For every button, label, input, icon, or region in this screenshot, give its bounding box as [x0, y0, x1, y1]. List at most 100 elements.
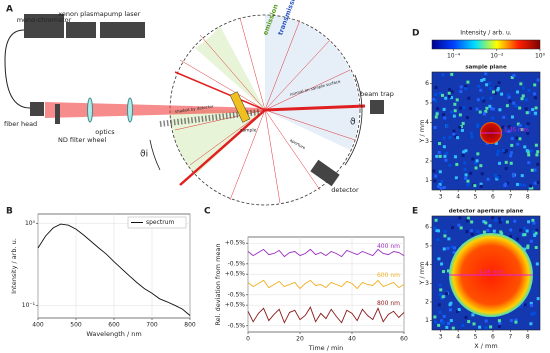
noise [526, 244, 530, 248]
fiber-head [30, 102, 44, 116]
x-tick-label: 7 [508, 194, 512, 201]
transmitted-beam [264, 104, 366, 112]
noise [438, 283, 442, 287]
noise [472, 322, 476, 326]
noise [518, 304, 522, 308]
noise [529, 239, 533, 243]
noise [442, 107, 446, 111]
noise [527, 220, 531, 224]
noise [530, 168, 534, 172]
noise [458, 113, 462, 117]
noise [491, 90, 495, 94]
noise [440, 319, 444, 323]
noise [451, 326, 455, 330]
noise [480, 172, 484, 176]
y-tick-label: 1 [425, 177, 429, 184]
noise [463, 167, 467, 171]
noise [506, 93, 510, 97]
x-tick-label: 600 [108, 322, 120, 329]
noise [509, 228, 513, 232]
noise [511, 174, 515, 178]
y-tick-label: 6 [425, 224, 429, 231]
noise [434, 320, 438, 324]
label: ND filter wheel [58, 136, 107, 144]
label: sample [240, 128, 257, 134]
noise [501, 149, 505, 153]
noise [532, 221, 536, 225]
panel-title: sample plane [465, 65, 507, 71]
noise [439, 186, 443, 190]
noise [437, 323, 441, 327]
colorbar [431, 39, 541, 50]
noise [518, 137, 522, 141]
noise [441, 320, 445, 324]
annotation: 4.46 mm [479, 270, 504, 276]
noise [437, 229, 441, 233]
noise [526, 131, 530, 135]
noise [503, 184, 507, 188]
noise [532, 92, 536, 96]
noise [525, 149, 529, 153]
monochromator-box [24, 14, 64, 38]
noise [535, 262, 539, 266]
series-label: 600 nm [377, 272, 400, 279]
noise [439, 288, 443, 292]
noise [452, 129, 456, 133]
noise [455, 309, 459, 313]
noise [447, 91, 451, 95]
series-line [247, 279, 405, 290]
noise [502, 115, 506, 119]
noise [532, 311, 536, 315]
x-tick-label: 6 [491, 334, 495, 341]
noise [479, 184, 483, 188]
noise [443, 154, 447, 158]
noise [447, 237, 451, 241]
noise [446, 269, 450, 273]
noise [448, 303, 452, 307]
noise [515, 136, 519, 140]
noise [470, 220, 474, 224]
noise [516, 122, 520, 126]
noise [440, 93, 444, 97]
noise [530, 186, 534, 190]
noise [488, 81, 492, 85]
detector-box [310, 159, 340, 187]
noise [434, 174, 438, 178]
noise [451, 226, 455, 230]
y-tick-label: -0.5% [228, 322, 246, 329]
x-tick-label: 7 [508, 334, 512, 341]
noise [529, 301, 533, 305]
noise [444, 158, 448, 162]
noise [442, 185, 446, 189]
panel-letter: E [412, 207, 418, 217]
noise [512, 101, 516, 105]
noise [478, 110, 482, 114]
noise [498, 220, 502, 224]
noise [509, 234, 513, 238]
noise [500, 218, 504, 222]
noise [516, 142, 520, 146]
noise [494, 85, 498, 89]
noise [476, 123, 480, 127]
noise [440, 180, 444, 184]
noise [520, 97, 524, 101]
noise [464, 173, 468, 177]
noise [457, 308, 461, 312]
transmission-sector [265, 15, 359, 150]
noise [469, 131, 473, 135]
noise [490, 107, 494, 111]
x-tick-label: 4 [456, 194, 460, 201]
panel-letter: D [412, 29, 419, 39]
noise [465, 219, 469, 223]
noise [496, 149, 500, 153]
y-axis-label: Intensity / arb. u. [10, 238, 18, 294]
xenon-box [66, 22, 96, 38]
series-label: 800 nm [377, 300, 400, 307]
label: xenon plasma [58, 10, 104, 18]
noise [438, 170, 442, 174]
label: mono-chromator [17, 16, 72, 24]
noise [455, 162, 459, 166]
noise [478, 325, 482, 329]
noise [436, 107, 440, 111]
